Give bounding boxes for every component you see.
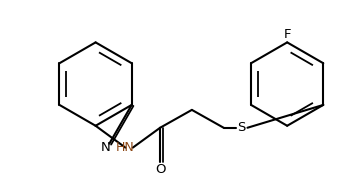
Text: HN: HN <box>116 141 135 154</box>
Text: S: S <box>237 121 246 134</box>
Text: F: F <box>283 28 291 41</box>
Text: N: N <box>100 141 110 154</box>
Text: O: O <box>155 163 166 176</box>
